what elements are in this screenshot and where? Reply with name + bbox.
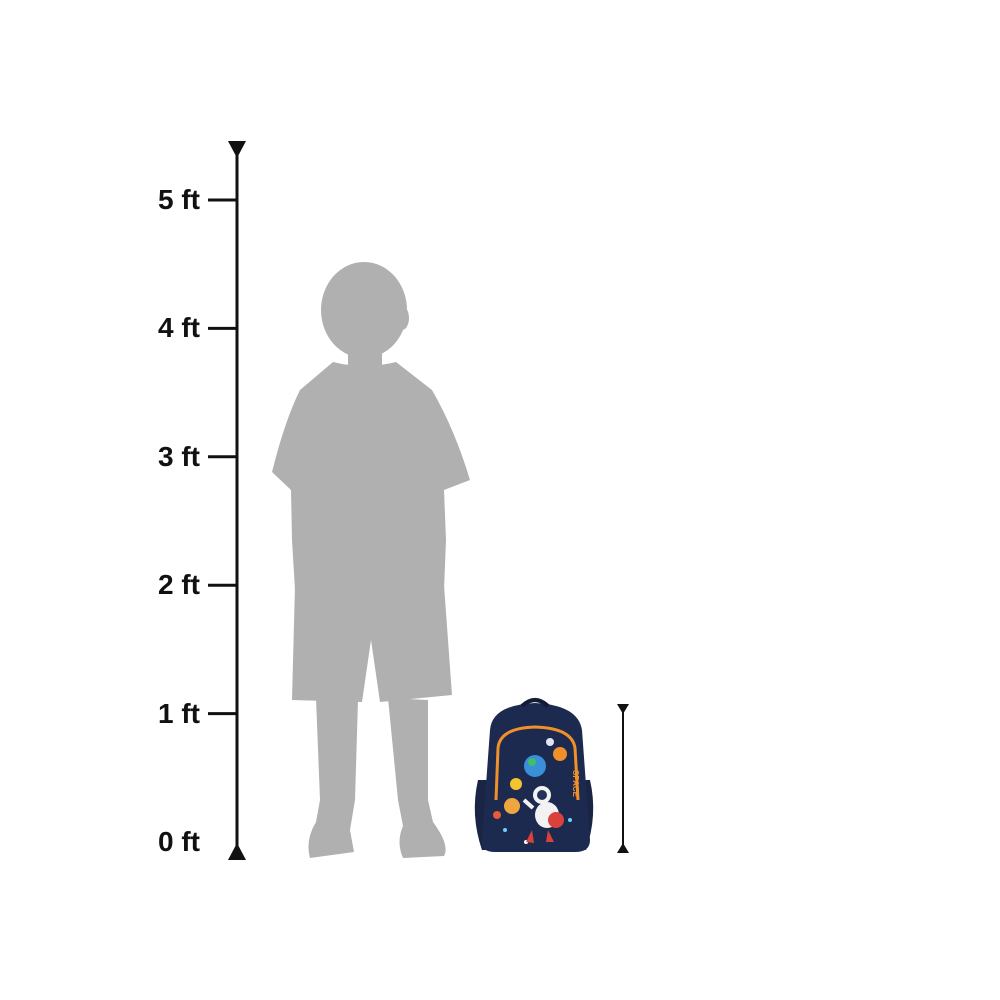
backpack-height-bracket [617,704,629,853]
child-silhouette [272,262,470,858]
tick-label-5ft: 5 ft [158,184,200,215]
tick-label-4ft: 4 ft [158,312,200,344]
tick-label-3ft: 3 ft [158,440,200,472]
ruler-top-arrow [228,141,246,158]
tick-label-0ft: 0 ft [158,826,200,857]
backpack: SPACE [474,698,594,852]
ruler-ticks [208,198,237,716]
ruler-bottom-arrow [228,843,246,860]
astronaut-patch [522,786,564,843]
backpack-patch-text: SPACE [571,770,580,798]
tick-label-1ft: 1 ft [158,697,200,729]
tick-label-2ft: 2 ft [158,569,200,601]
